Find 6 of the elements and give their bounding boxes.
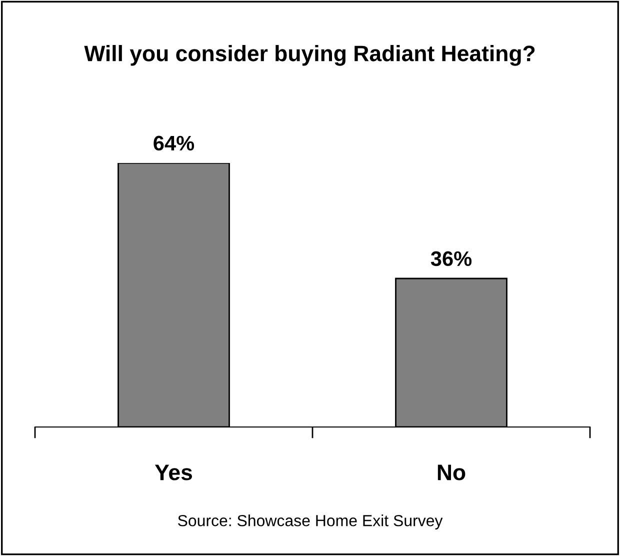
x-tick-label: No	[438, 464, 466, 480]
data-label: 36%	[430, 251, 472, 266]
x-tick-label: Yes	[154, 464, 192, 480]
data-label: 64%	[154, 136, 194, 151]
chart-title: Will you consider buying Radiant Heating?	[84, 45, 535, 66]
source-note: Source: Showcase Home Exit Survey	[178, 514, 443, 530]
